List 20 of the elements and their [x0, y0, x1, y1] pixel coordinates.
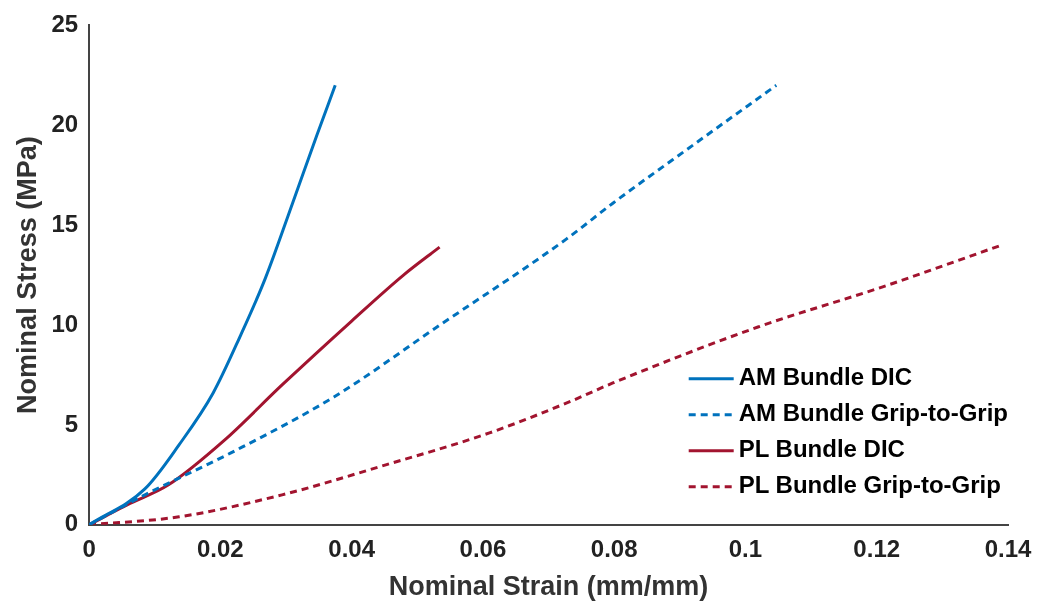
x-tick-label: 0.02: [197, 534, 244, 562]
x-tick-label: 0.08: [590, 534, 638, 562]
x-tick-label: 0.1: [728, 534, 763, 562]
y-tick-label: 0: [64, 509, 79, 537]
y-axis-title: Nominal Stress (MPa): [11, 136, 42, 414]
x-tick-label: 0.06: [459, 534, 507, 562]
x-tick-label: 0.04: [328, 534, 376, 562]
legend-label: AM Bundle DIC: [738, 363, 913, 391]
legend-label: AM Bundle Grip-to-Grip: [738, 399, 1008, 427]
x-axis-title: Nominal Strain (mm/mm): [388, 571, 709, 602]
x-tick-label: 0.14: [984, 534, 1032, 562]
y-tick-label: 10: [51, 309, 79, 337]
y-tick-label: 15: [51, 209, 79, 237]
x-tick-label: 0.12: [853, 534, 901, 562]
legend-label: PL Bundle DIC: [738, 435, 905, 463]
y-tick-label: 20: [51, 109, 79, 137]
y-tick-label: 25: [51, 10, 79, 38]
y-tick-label: 5: [64, 409, 79, 437]
x-tick-label: 0: [82, 534, 96, 562]
legend-label: PL Bundle Grip-to-Grip: [738, 471, 1001, 499]
